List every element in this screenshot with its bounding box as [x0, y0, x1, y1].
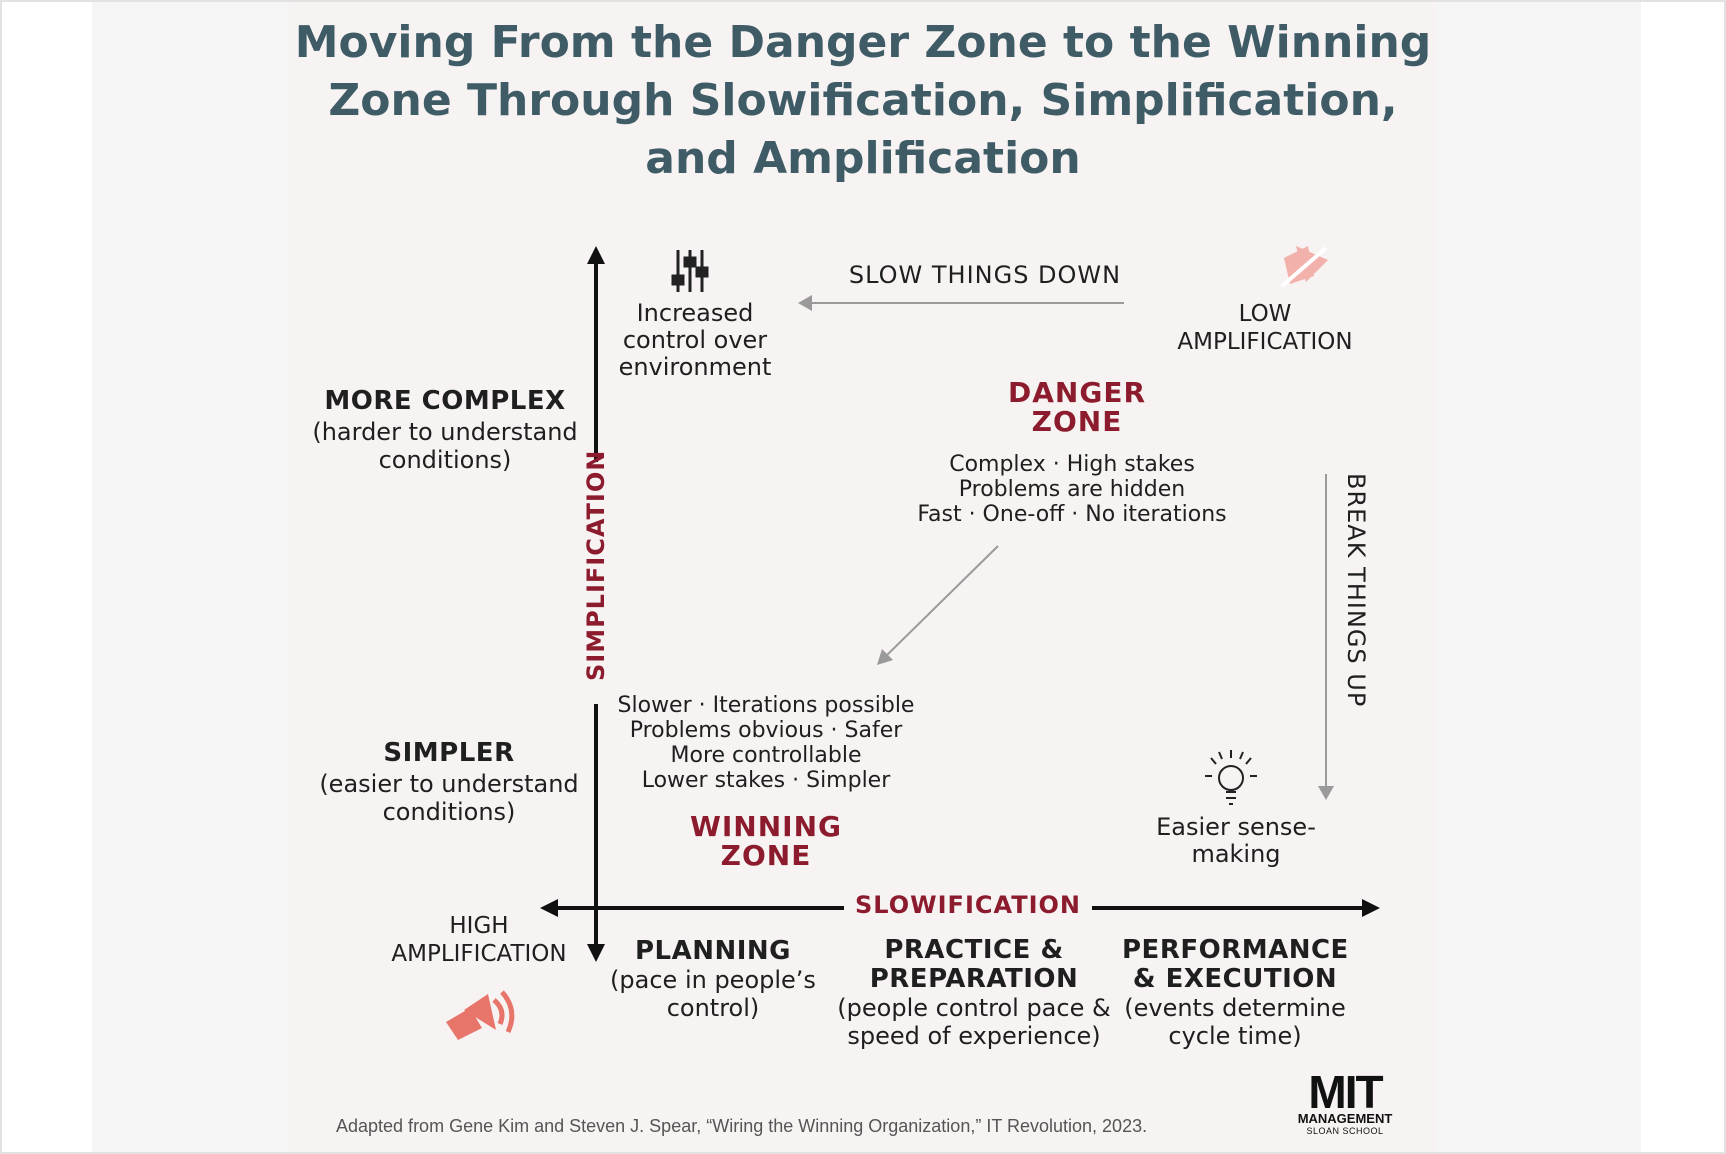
right-gutter: [1436, 2, 1641, 1152]
performance-execution-column: PERFORMANCE & EXECUTION (events determin…: [1122, 935, 1349, 1050]
vertical-axis-down-arrowhead: [587, 944, 605, 962]
winning-zone-description: Slower · Iterations possible Problems ob…: [617, 693, 915, 793]
slow-down-arrowhead: [798, 295, 812, 311]
title-line-1: Moving From the Danger Zone to the Winni…: [294, 17, 1432, 68]
break-up-arrowhead: [1318, 786, 1334, 800]
practice-preparation-column: PRACTICE & PREPARATION (people control p…: [837, 935, 1111, 1050]
mit-sloan-logo: MIT MANAGEMENT SLOAN SCHOOL: [1297, 1066, 1393, 1136]
slowification-axis-label: SLOWIFICATION: [855, 891, 1081, 919]
lightbulb-icon: [1205, 750, 1257, 805]
danger-zone-description: Complex · High stakes Problems are hidde…: [917, 452, 1227, 527]
high-amplification-label: HIGH AMPLIFICATION: [391, 913, 567, 967]
more-complex-label: MORE COMPLEX (harder to understand condi…: [312, 386, 578, 474]
danger-to-winning-arrow: [885, 545, 999, 657]
content-panel: [290, 2, 1436, 1152]
title-line-2: Zone Through Slowification, Simplificati…: [328, 75, 1398, 127]
page-title: Moving From the Danger Zone to the Winni…: [290, 14, 1436, 188]
danger-zone-title: DANGER ZONE: [1007, 376, 1146, 438]
planning-column: PLANNING (pace in people’s control): [610, 936, 816, 1022]
speaker-icon: [446, 990, 515, 1040]
slow-things-down-label: SLOW THINGS DOWN: [848, 261, 1122, 289]
vertical-axis-up-arrowhead: [587, 246, 605, 264]
muted-speaker-icon: [1280, 246, 1328, 288]
left-gutter: [92, 2, 290, 1152]
danger-to-winning-arrowhead: [877, 649, 893, 665]
source-footnote: Adapted from Gene Kim and Steven J. Spea…: [336, 1116, 1148, 1136]
horizontal-axis-left-arrowhead: [540, 899, 558, 917]
simpler-label: SIMPLER (easier to understand conditions…: [319, 738, 579, 826]
title-line-3: and Amplification: [645, 133, 1081, 185]
break-things-up-label: BREAK THINGS UP: [1342, 473, 1370, 708]
low-amplification-label: LOW AMPLIFICATION: [1177, 301, 1353, 355]
sense-making-label: Easier sense- making: [1156, 813, 1316, 868]
horizontal-axis-right-arrowhead: [1362, 899, 1380, 917]
sliders-icon: [671, 250, 709, 292]
increased-control-label: Increased control over environment: [618, 299, 772, 381]
winning-zone-title: WINNING ZONE: [689, 810, 842, 872]
simplification-axis-label: SIMPLIFICATION: [582, 449, 610, 681]
